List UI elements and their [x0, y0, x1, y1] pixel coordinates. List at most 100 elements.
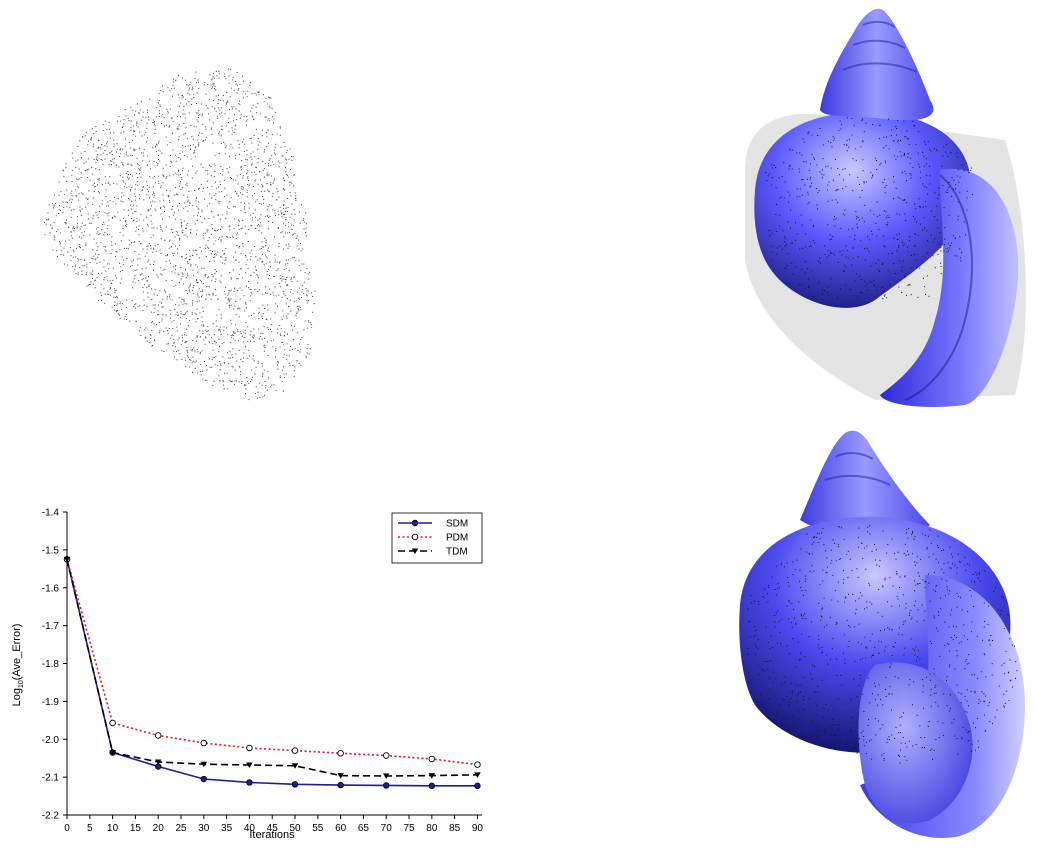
stipple-dot: [934, 686, 936, 688]
stipple-dot: [208, 276, 210, 278]
stipple-dot: [784, 241, 786, 243]
stipple-dot: [791, 626, 793, 628]
stipple-dot: [191, 89, 193, 91]
stipple-dot: [855, 273, 857, 275]
stipple-dot: [821, 289, 823, 291]
stipple-dot: [204, 361, 205, 362]
stipple-dot: [177, 74, 179, 76]
stipple-dot: [181, 256, 183, 257]
stipple-dot: [93, 215, 95, 217]
stipple-dot: [173, 320, 175, 322]
stipple-dot: [220, 135, 222, 137]
stipple-dot: [899, 151, 901, 153]
stipple-dot: [253, 186, 254, 187]
stipple-dot: [943, 693, 945, 695]
stipple-dot: [196, 282, 198, 283]
stipple-dot: [891, 734, 893, 736]
stipple-dot: [226, 206, 228, 208]
stipple-dot: [996, 709, 998, 711]
stipple-dot: [84, 170, 86, 172]
stipple-dot: [866, 741, 868, 743]
stipple-dot: [211, 105, 213, 107]
stipple-dot: [215, 71, 217, 72]
stipple-dot: [240, 371, 242, 373]
stipple-dot: [781, 248, 783, 250]
stipple-dot: [199, 351, 201, 353]
stipple-dot: [221, 343, 223, 345]
stipple-dot: [841, 684, 843, 686]
stipple-dot: [217, 238, 219, 240]
stipple-dot: [164, 206, 165, 208]
stipple-dot: [245, 307, 247, 309]
stipple-dot: [267, 329, 269, 330]
stipple-dot: [885, 676, 887, 678]
stipple-dot: [876, 289, 878, 291]
stipple-dot: [914, 203, 916, 205]
stipple-dot: [236, 92, 238, 94]
stipple-dot: [767, 593, 768, 595]
stipple-dot: [944, 621, 946, 623]
stipple-dot: [137, 126, 139, 128]
stipple-dot: [871, 758, 873, 760]
stipple-dot: [153, 119, 155, 121]
stipple-dot: [103, 234, 105, 236]
stipple-dot: [140, 243, 142, 245]
stipple-dot: [82, 193, 84, 195]
stipple-dot: [180, 301, 182, 303]
stipple-dot: [808, 636, 810, 638]
stipple-dot: [197, 207, 199, 209]
stipple-dot: [219, 329, 221, 331]
stipple-dot: [862, 159, 864, 161]
stipple-dot: [761, 668, 763, 670]
stipple-dot: [914, 233, 916, 235]
stipple-dot: [262, 161, 264, 163]
stipple-dot: [186, 340, 187, 342]
stipple-dot: [245, 272, 247, 274]
y-tick-label: -1.7: [42, 621, 60, 632]
stipple-dot: [843, 634, 845, 636]
stipple-dot: [843, 601, 845, 603]
stipple-dot: [133, 278, 135, 280]
stipple-dot: [191, 362, 193, 364]
stipple-dot: [292, 293, 294, 295]
stipple-dot: [294, 276, 296, 278]
stipple-dot: [854, 743, 856, 745]
stipple-dot: [187, 196, 189, 198]
stipple-dot: [757, 648, 759, 650]
stipple-dot: [862, 217, 863, 219]
stipple-dot: [267, 129, 269, 131]
stipple-dot: [909, 284, 911, 286]
stipple-dot: [788, 201, 790, 203]
stipple-dot: [221, 262, 223, 264]
stipple-dot: [141, 268, 143, 270]
stipple-dot: [894, 737, 896, 739]
stipple-dot: [221, 112, 222, 114]
stipple-dot: [958, 561, 960, 563]
stipple-dot: [771, 233, 773, 235]
stipple-dot: [895, 558, 897, 560]
stipple-dot: [116, 277, 118, 279]
stipple-dot: [899, 717, 901, 719]
stipple-dot: [62, 169, 64, 171]
stipple-dot: [904, 276, 906, 278]
stipple-dot: [284, 214, 285, 216]
stipple-dot: [864, 280, 866, 282]
stipple-dot: [201, 350, 203, 352]
stipple-dot: [813, 537, 815, 539]
stipple-dot: [169, 190, 171, 192]
stipple-dot: [198, 300, 200, 302]
stipple-dot: [958, 201, 960, 203]
stipple-dot: [67, 201, 68, 203]
stipple-dot: [276, 269, 278, 271]
stipple-dot: [169, 166, 171, 168]
stipple-dot: [281, 212, 283, 214]
stipple-dot: [249, 85, 251, 86]
stipple-dot: [898, 754, 899, 756]
stipple-dot: [801, 224, 803, 226]
stipple-dot: [884, 186, 886, 188]
stipple-dot: [112, 279, 114, 281]
stipple-dot: [854, 234, 856, 236]
stipple-dot: [957, 596, 959, 597]
stipple-dot: [943, 563, 945, 565]
stipple-dot: [98, 253, 100, 255]
